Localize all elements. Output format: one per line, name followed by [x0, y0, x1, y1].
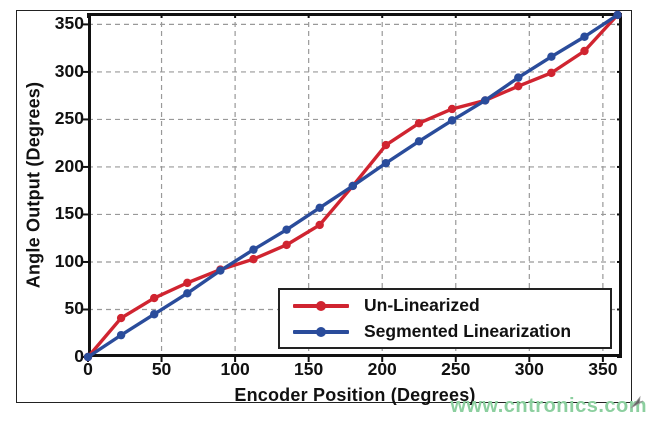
- y-tick-label: 350: [54, 13, 84, 34]
- legend-label-segmented: Segmented Linearization: [364, 321, 572, 341]
- x-tick-label: 100: [220, 359, 250, 379]
- x-axis-title: Encoder Position (Degrees): [234, 385, 476, 405]
- legend-item-segmented: Segmented Linearization: [280, 321, 610, 342]
- unlinearized-data-point: [580, 46, 589, 56]
- unlinearized-data-point: [116, 313, 126, 323]
- x-tick-label: 350: [588, 359, 618, 379]
- segmented-data-point: [414, 137, 424, 146]
- y-tick-label: 50: [64, 298, 84, 319]
- x-tick-label: 200: [367, 359, 397, 379]
- y-tick-label: 200: [54, 155, 84, 176]
- x-tick-label: 250: [441, 359, 471, 379]
- segmented-legend-marker-icon: [293, 326, 349, 337]
- y-tick-label: 250: [54, 108, 84, 129]
- segmented-data-point: [514, 73, 523, 82]
- segmented-data-point: [149, 310, 159, 319]
- segmented-data-point: [216, 266, 225, 275]
- segmented-data-point: [447, 116, 457, 125]
- legend-item-unlinearized: Un-Linearized: [280, 295, 610, 316]
- segmented-data-point: [249, 245, 258, 254]
- legend-label-unlinearized: Un-Linearized: [364, 295, 480, 315]
- segmented-data-point: [613, 10, 622, 20]
- segmented-data-point: [547, 52, 556, 61]
- legend: Un-Linearized Segmented Linearization: [278, 288, 612, 349]
- segmented-data-point: [381, 158, 391, 168]
- unlinearized-data-point: [183, 278, 192, 288]
- y-tick-label: 150: [54, 203, 84, 224]
- y-tick-label: 0: [74, 346, 84, 366]
- y-tick-label: 100: [54, 250, 84, 271]
- unlinearized-data-point: [149, 293, 159, 303]
- segmented-data-point: [183, 289, 192, 298]
- unlinearized-legend-marker-icon: [293, 300, 349, 311]
- unlinearized-data-point: [381, 140, 391, 150]
- unlinearized-data-point: [249, 254, 258, 264]
- watermark: www.cntronics.com: [450, 395, 647, 417]
- x-tick-label: 50: [151, 359, 172, 379]
- x-tick-label: 150: [294, 359, 324, 379]
- segmented-data-point: [83, 352, 93, 362]
- unlinearized-data-point: [315, 220, 324, 230]
- unlinearized-data-point: [414, 119, 424, 128]
- chart-canvas: [83, 10, 622, 362]
- mouse-cursor-icon: [630, 395, 644, 409]
- segmented-data-point: [315, 203, 324, 213]
- unlinearized-data-point: [282, 240, 291, 250]
- unlinearized-data-point: [514, 81, 523, 91]
- unlinearized-data-point: [547, 68, 556, 78]
- x-tick-label: 300: [514, 359, 544, 379]
- unlinearized-data-point: [447, 104, 457, 114]
- segmented-data-point: [348, 181, 357, 191]
- segmented-data-point: [480, 96, 490, 105]
- y-tick-label: 300: [54, 60, 84, 81]
- plot-border: [88, 13, 622, 357]
- segmented-data-point: [282, 225, 291, 234]
- x-tick-label: 0: [83, 359, 93, 379]
- segmented-data-point: [116, 330, 126, 340]
- plot-area: [83, 10, 622, 362]
- segmented-data-point: [580, 32, 589, 41]
